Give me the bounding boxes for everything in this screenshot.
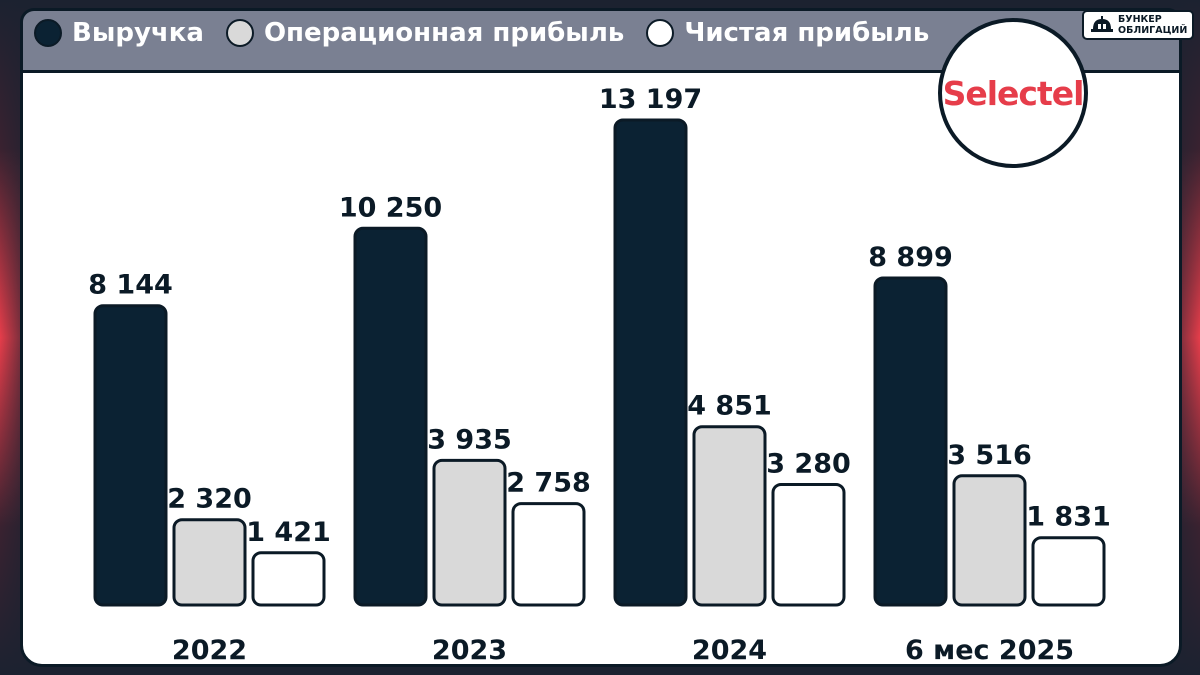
data-label-revenue-2: 13 197 (599, 84, 702, 115)
data-label-net-profit-0: 1 421 (246, 517, 331, 548)
legend-item-net-profit: Чистая прибыль (646, 18, 929, 48)
bar-revenue-2 (613, 118, 688, 607)
legend-swatch-net-profit (646, 19, 675, 47)
brand-text-line1: БУНКЕР (1118, 14, 1162, 25)
bar-net-profit-1 (511, 502, 586, 607)
data-label-operating-profit-0: 2 320 (167, 484, 252, 515)
brand-text: БУНКЕР ОБЛИГАЦИЙ (1118, 14, 1187, 36)
bar-net-profit-2 (771, 482, 846, 607)
legend-label-net-profit: Чистая прибыль (684, 18, 930, 48)
data-label-operating-profit-2: 4 851 (687, 391, 772, 422)
category-label-1: 2023 (432, 635, 507, 666)
bar-net-profit-0 (251, 551, 326, 607)
category-label-3: 6 мес 2025 (905, 635, 1074, 666)
data-label-net-profit-1: 2 758 (506, 468, 591, 499)
category-label-2: 2024 (692, 635, 767, 666)
bar-operating-profit-0 (172, 518, 247, 607)
bar-operating-profit-3 (952, 474, 1027, 607)
data-label-revenue-3: 8 899 (868, 242, 953, 273)
brand-badge: БУНКЕР ОБЛИГАЦИЙ (1082, 10, 1194, 40)
bar-operating-profit-1 (432, 458, 507, 607)
legend-item-operating-profit: Операционная прибыль (225, 18, 625, 48)
data-label-net-profit-3: 1 831 (1026, 502, 1111, 533)
legend-label-revenue: Выручка (72, 18, 204, 48)
legend-item-revenue: Выручка (34, 18, 204, 48)
data-label-operating-profit-3: 3 516 (947, 440, 1032, 471)
selectel-logo: Selectel (938, 18, 1088, 168)
bunker-icon (1090, 15, 1114, 35)
legend: Выручка Операционная прибыль Чистая приб… (34, 18, 929, 48)
data-label-revenue-0: 8 144 (88, 270, 173, 301)
legend-swatch-operating-profit (225, 19, 254, 47)
brand-text-line2: ОБЛИГАЦИЙ (1118, 25, 1188, 36)
bar-net-profit-3 (1031, 536, 1106, 607)
data-label-operating-profit-1: 3 935 (427, 424, 512, 455)
bar-revenue-0 (93, 304, 168, 607)
logo-text: Selectel (942, 73, 1085, 113)
bar-revenue-1 (353, 226, 428, 607)
bar-revenue-3 (873, 276, 948, 607)
bar-operating-profit-2 (692, 425, 767, 607)
legend-swatch-revenue (34, 19, 62, 47)
data-label-revenue-1: 10 250 (339, 192, 442, 223)
data-label-net-profit-2: 3 280 (766, 448, 851, 479)
legend-label-operating-profit: Операционная прибыль (263, 18, 625, 48)
category-label-0: 2022 (172, 635, 247, 666)
